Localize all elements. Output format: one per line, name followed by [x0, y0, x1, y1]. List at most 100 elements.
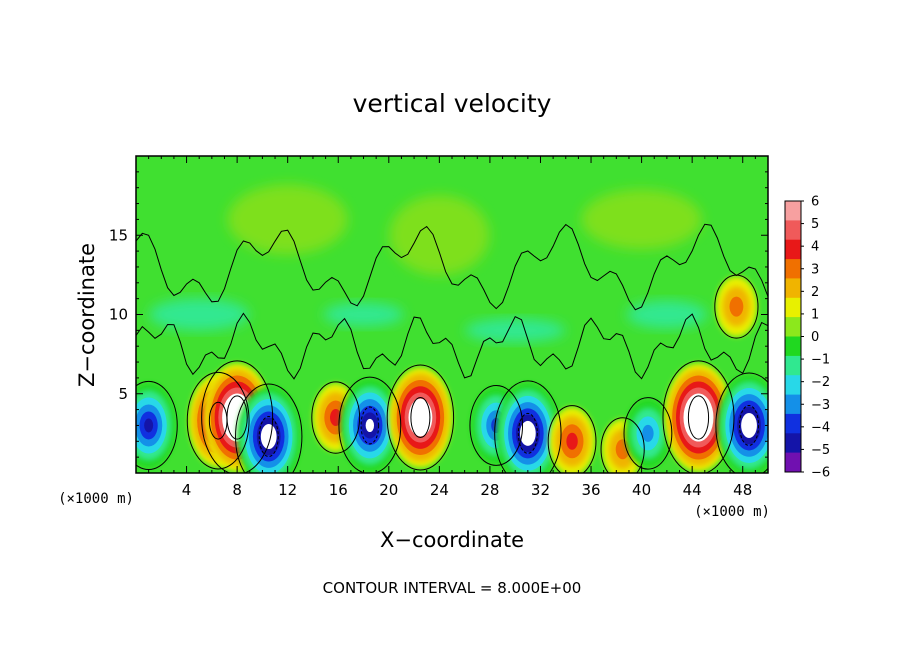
x-axis-label: X−coordinate — [380, 528, 524, 552]
contour-line — [311, 381, 361, 454]
x-tick-label: 16 — [329, 481, 348, 499]
z-unit-label: (×1000 m) — [58, 491, 134, 507]
x-tick-label: 28 — [480, 481, 499, 499]
colorbar-label: 2 — [811, 285, 819, 300]
y-axis-label: Z−coordinate — [75, 243, 99, 387]
colorbar-swatch — [785, 452, 801, 473]
contour-line — [386, 364, 455, 471]
field-ring — [264, 430, 273, 443]
contour-line — [494, 380, 562, 473]
updraft-cell — [664, 363, 733, 472]
contour-line — [226, 395, 248, 440]
colorbar-label: 3 — [811, 262, 819, 277]
contour-line — [623, 397, 673, 470]
chart-title: vertical velocity — [353, 89, 552, 118]
contour-line — [136, 380, 178, 471]
y-axis: 5 10 15 — [109, 171, 768, 458]
colorbar-swatch — [785, 394, 801, 415]
x-tick-label: 36 — [581, 481, 600, 499]
colorbar-swatch — [785, 433, 801, 454]
colorbar-label: 4 — [811, 240, 819, 255]
x-tick-label: 20 — [379, 481, 398, 499]
field-ring — [615, 439, 630, 460]
colorbar-swatch — [785, 278, 801, 299]
colorbar-label: 0 — [811, 330, 819, 345]
contour-line — [739, 404, 760, 446]
colorbar-swatch — [785, 355, 801, 376]
colorbar-swatch — [785, 413, 801, 434]
colorbar-label: 1 — [811, 307, 819, 322]
colorbar-swatch — [785, 375, 801, 396]
y-tick-label: 15 — [109, 226, 128, 244]
contour-line — [687, 395, 710, 440]
contour-line — [136, 312, 768, 380]
contour-lines — [136, 223, 768, 473]
colorbar: 6 5 4 3 2 1 0 −1 −2 −3 −4 −5 −6 — [784, 195, 830, 481]
downdraft-cell — [237, 386, 301, 473]
contour-line — [136, 223, 768, 311]
colorbar-swatch — [785, 297, 801, 318]
field-patch — [626, 300, 707, 329]
contour-line — [547, 405, 597, 473]
contour-line — [715, 372, 768, 473]
colorbar-swatch — [785, 317, 801, 337]
field-ring — [729, 296, 744, 317]
contour-line — [600, 417, 645, 473]
y-tick-label: 10 — [109, 306, 128, 324]
field-patch — [389, 195, 490, 276]
x-tick-label: 40 — [632, 481, 651, 499]
x-tick-label: 8 — [232, 481, 242, 499]
contour-line — [338, 376, 402, 473]
contour-line — [469, 385, 524, 466]
updraft-cell — [715, 276, 758, 337]
field-patch — [581, 189, 702, 250]
downdraft-cell — [625, 399, 671, 468]
contour-line — [662, 360, 735, 473]
downdraft-cell — [496, 383, 560, 473]
colorbar-label: 5 — [811, 217, 819, 232]
colorbar-label: −2 — [811, 375, 830, 390]
colorbar-label: −3 — [811, 398, 830, 413]
contour-line — [258, 416, 279, 458]
colorbar-label: −5 — [811, 443, 830, 458]
contour-line — [517, 412, 538, 454]
downdraft-cell — [340, 379, 400, 472]
contour-interval-note: CONTOUR INTERVAL = 8.000E+00 — [323, 579, 582, 597]
colorbar-label: −1 — [811, 353, 830, 368]
contour-line — [360, 406, 380, 445]
colorbar-swatch — [785, 220, 801, 241]
field-ring — [745, 419, 754, 432]
colorbar-swatch — [785, 239, 801, 260]
field-ring — [694, 411, 703, 424]
x-tick-label: 24 — [430, 481, 449, 499]
downdraft-cell — [136, 383, 176, 468]
x-unit-label: (×1000 m) — [694, 504, 770, 520]
x-tick-label: 12 — [278, 481, 297, 499]
plot-area — [136, 156, 768, 473]
field-ring — [566, 432, 578, 450]
field-ring — [144, 418, 154, 433]
downdraft-cell — [717, 375, 768, 473]
contour-line — [235, 383, 303, 473]
updraft-cell — [549, 407, 595, 473]
field-ring — [523, 427, 532, 440]
colorbar-swatch — [785, 259, 801, 279]
colorbar-label: −4 — [811, 420, 830, 435]
contour-line — [201, 360, 274, 473]
updraft-cell — [388, 367, 452, 468]
x-tick-label: 32 — [531, 481, 550, 499]
contour-line — [410, 397, 431, 439]
y-tick-label: 5 — [118, 385, 128, 403]
field-patch — [323, 302, 404, 327]
field-ring — [416, 411, 425, 424]
field-patch — [227, 184, 348, 255]
x-tick-label: 48 — [733, 481, 752, 499]
field-patch — [149, 298, 250, 331]
colorbar-swatch — [785, 201, 801, 221]
x-tick-label: 4 — [182, 481, 192, 499]
colorbar-label: 6 — [811, 195, 819, 210]
colorbar-swatch — [785, 336, 801, 357]
field-ring — [365, 418, 375, 433]
contour-line — [186, 371, 250, 470]
